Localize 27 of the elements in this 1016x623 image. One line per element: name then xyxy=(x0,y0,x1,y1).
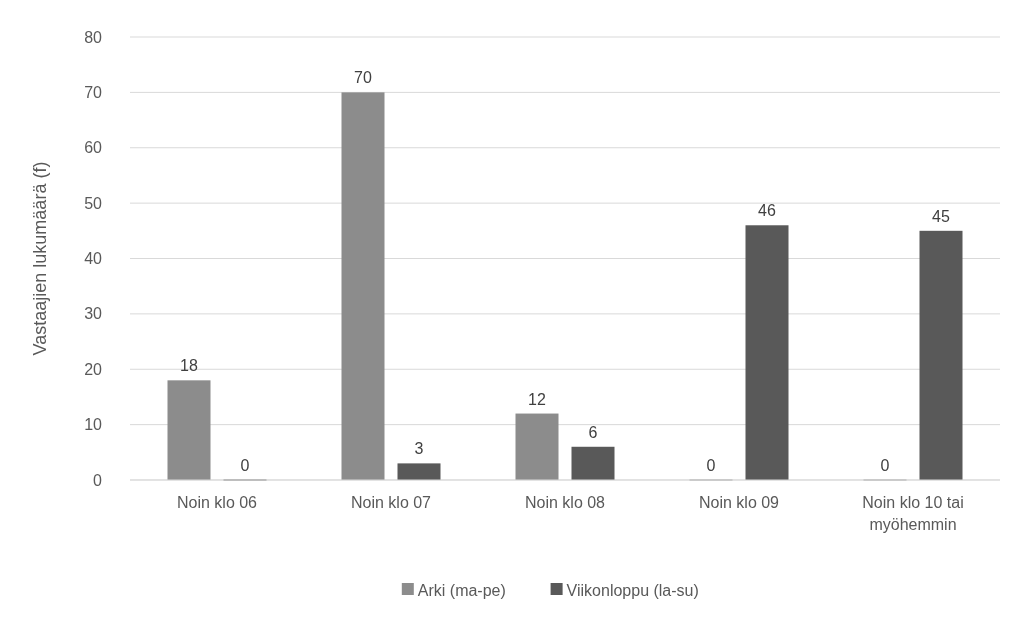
data-label: 0 xyxy=(880,457,890,474)
data-label: 0 xyxy=(240,457,250,474)
x-tick-label: Noin klo 06 xyxy=(176,494,258,511)
y-tick-label: 40 xyxy=(84,250,103,268)
y-tick-label: 70 xyxy=(84,83,103,101)
y-tick-label: 0 xyxy=(93,471,103,489)
y-tick-label: 30 xyxy=(84,305,103,323)
y-axis-title: Vastaajien lukumäärä (f) xyxy=(30,161,50,356)
data-label: 46 xyxy=(758,202,776,220)
y-tick-label: 80 xyxy=(84,28,103,46)
x-tick-label: Noin klo 10 tai myöhemmin xyxy=(862,494,964,533)
x-tick-label: Noin klo 09 xyxy=(698,494,780,511)
data-label: 12 xyxy=(528,390,546,408)
x-tick-label: Noin klo 08 xyxy=(524,494,606,511)
y-tick-label: 10 xyxy=(84,416,103,434)
legend-label: Viikonloppu (la-su) xyxy=(566,581,699,599)
y-tick-label: 60 xyxy=(84,139,103,157)
x-tick-label: Noin klo 07 xyxy=(350,494,432,511)
data-label: 70 xyxy=(354,69,372,87)
legend-label: Arki (ma-pe) xyxy=(417,581,506,599)
data-label: 6 xyxy=(588,423,598,441)
data-label: 0 xyxy=(706,457,716,474)
data-label: 3 xyxy=(414,440,424,458)
y-tick-label: 50 xyxy=(84,194,103,212)
y-tick-label: 20 xyxy=(84,360,103,378)
data-label: 45 xyxy=(932,207,950,225)
data-label: 18 xyxy=(180,357,198,375)
